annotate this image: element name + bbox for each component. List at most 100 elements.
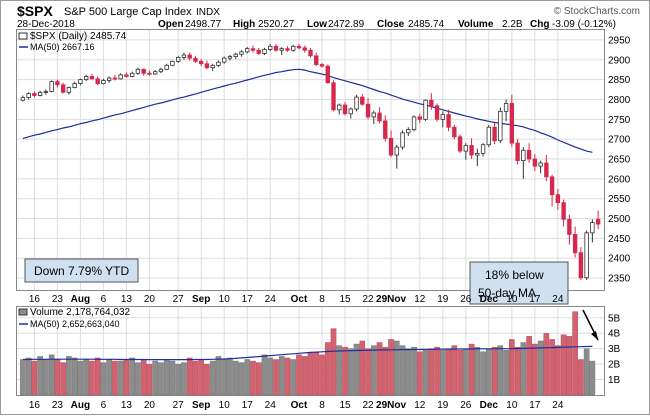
price-x-tick: Dec <box>480 294 499 305</box>
candle-body <box>170 60 175 66</box>
volume-bar <box>146 363 153 396</box>
candle-body <box>181 54 187 58</box>
volume-bar <box>221 359 228 396</box>
volume-bar <box>359 340 366 396</box>
volume-x-tick: Oct <box>291 400 308 411</box>
candle-body <box>526 149 532 160</box>
candle-body <box>521 149 526 161</box>
candle <box>152 70 158 75</box>
candle-body <box>239 51 244 55</box>
candle-body <box>222 57 227 63</box>
candle-body <box>331 82 336 111</box>
candle <box>578 247 584 281</box>
candle-body <box>296 45 302 49</box>
candle-body <box>538 162 543 167</box>
volume-x-tick: 10 <box>219 400 231 411</box>
candle-body <box>492 126 497 142</box>
candle <box>590 219 595 243</box>
volume-bar <box>319 354 325 396</box>
candle <box>129 71 135 78</box>
candle <box>135 67 141 75</box>
candle <box>256 47 261 56</box>
candle <box>503 99 509 122</box>
candle-body <box>124 74 129 77</box>
volume-bar <box>388 339 394 396</box>
candle <box>417 113 422 124</box>
candle-body <box>273 45 279 51</box>
volume-bar <box>376 342 383 396</box>
price-x-tick: 20 <box>144 294 156 305</box>
candle-body <box>377 112 382 122</box>
candle-body <box>291 45 296 51</box>
candle <box>83 74 89 82</box>
candle <box>440 111 445 128</box>
candle <box>314 52 319 67</box>
price-axis-tick: 2750 <box>608 115 631 126</box>
candle <box>400 130 405 150</box>
volume-bar <box>486 348 492 396</box>
candle-body <box>417 116 422 120</box>
candle-body <box>49 81 54 92</box>
volume-panel: 1B 2B 3B 4B 5B Volume 2,178,764,032 MA(50) 2… <box>16 306 621 396</box>
candle <box>411 115 417 132</box>
candle-body <box>285 48 290 51</box>
candle <box>187 52 192 61</box>
candle-body <box>78 79 83 84</box>
candle-body <box>544 162 549 178</box>
volume-bar <box>255 362 262 396</box>
price-legend-swatch <box>18 32 28 40</box>
candle-body <box>388 137 394 156</box>
candle <box>584 230 589 281</box>
candle <box>106 76 112 83</box>
candle-body <box>515 142 520 161</box>
candle-body <box>578 252 584 279</box>
candle <box>498 107 503 144</box>
volume-bar <box>135 362 141 396</box>
date-label: 28-Dec-2018 <box>17 19 75 30</box>
callout-arrow-head <box>591 331 598 340</box>
volume-bar <box>66 356 72 396</box>
candle-body <box>250 48 256 51</box>
chg-value: -3.09 (-0.12%) <box>552 19 616 30</box>
candle <box>377 107 382 124</box>
candle-body <box>383 120 388 139</box>
candle-body <box>216 61 221 66</box>
volume-bar <box>428 348 435 396</box>
volume-x-tick: 24 <box>552 400 564 411</box>
volume-legend: Volume 2,178,764,032 MA(50) 2,652,663,04… <box>18 307 131 329</box>
candle <box>227 55 233 61</box>
candle-body <box>434 105 440 120</box>
volume-label: Volume <box>458 19 494 30</box>
candle <box>446 109 451 132</box>
candle <box>279 47 284 56</box>
volume-bar <box>578 359 584 396</box>
volume-bar <box>365 348 371 396</box>
ohlc-readout: Open 2498.77 High 2520.27 Low 2472.89 Cl… <box>158 19 616 30</box>
volume-x-tick: 6 <box>101 400 107 411</box>
volume-bar <box>169 360 176 396</box>
candle <box>216 60 221 67</box>
volume-bar <box>474 346 481 396</box>
candle-body <box>509 103 515 144</box>
candle <box>388 130 394 158</box>
candle-body <box>475 153 480 156</box>
price-x-tick: 22 <box>362 294 374 305</box>
candle <box>325 64 330 84</box>
volume-bar <box>232 360 239 396</box>
candle-body <box>314 55 319 65</box>
volume-bar <box>497 345 504 396</box>
volume-ma-line <box>22 345 593 361</box>
candle-body <box>532 158 538 167</box>
candle-body <box>89 76 95 80</box>
volume-x-tick: 16 <box>29 400 41 411</box>
candle <box>210 63 215 71</box>
candle-body <box>555 194 561 204</box>
candle-body <box>135 68 141 74</box>
candle-body <box>429 99 434 107</box>
candle-body <box>498 110 503 142</box>
volume-bar <box>20 359 26 396</box>
price-x-tick: 10 <box>506 294 518 305</box>
volume-bar <box>399 345 406 396</box>
candle-body <box>440 114 445 120</box>
candle <box>124 72 129 78</box>
